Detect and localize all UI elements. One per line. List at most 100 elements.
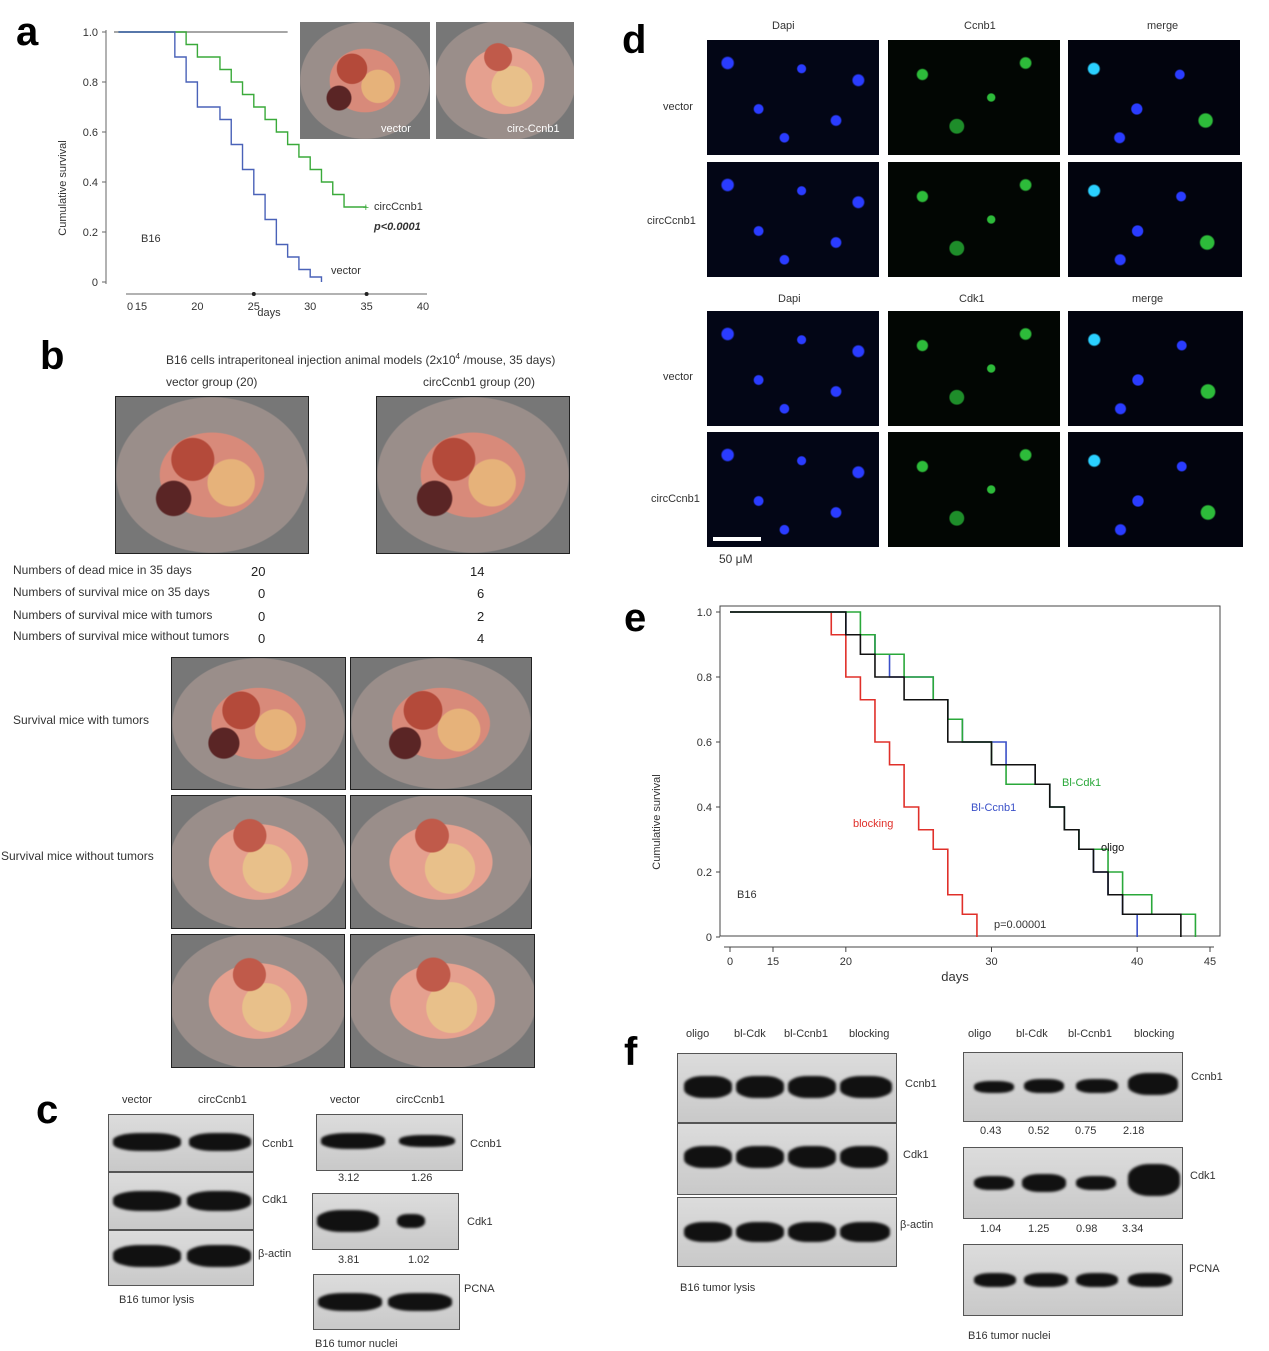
group-label-vector: vector group (20) (166, 375, 258, 389)
f-left-row-label: Ccnb1 (905, 1078, 937, 1090)
d-top-header: merge (1147, 20, 1179, 32)
c-left-caption: B16 tumor lysis (119, 1294, 195, 1306)
survival-line-vector (118, 31, 323, 282)
count-circ: 6 (477, 586, 485, 601)
chart-a-xtick-label: 15 (135, 301, 147, 313)
chart-a-ytick-label: 0.8 (83, 77, 98, 89)
micrograph-ccnb1 (888, 162, 1060, 277)
micrograph-dapi (707, 40, 879, 155)
chart-a-series-circ: circCcnb1 (374, 201, 423, 213)
chart-e-xlabel: days (941, 969, 969, 984)
chart-e-label-oligo: oligo (1101, 842, 1124, 854)
photo-without-tumors-1 (171, 795, 346, 929)
censor-mark: + (363, 202, 369, 214)
count-vector: 0 (258, 586, 266, 601)
chart-e-ytick-label: 0.6 (697, 737, 712, 749)
chart-a-series-vector: vector (331, 265, 361, 277)
photo-without-tumors-2 (350, 795, 532, 929)
f-right-row-label: PCNA (1189, 1263, 1220, 1275)
count-row-label: Numbers of survival mice without tumors (13, 629, 230, 643)
c-ccnb1-value: 1.26 (411, 1172, 433, 1184)
blot-c-left-actin (108, 1230, 254, 1286)
f-cdk1-value: 3.34 (1122, 1223, 1144, 1235)
blot-f-left-cdk1 (677, 1123, 897, 1195)
blot-c-right-ccnb1 (316, 1114, 463, 1171)
chart-a-xtick-label: 35 (360, 301, 372, 313)
micrograph-dapi (707, 311, 879, 426)
count-row-label: Numbers of dead mice in 35 days (13, 563, 192, 577)
c-right-header: circCcnb1 (396, 1094, 445, 1106)
photo-vector-with-tumors (171, 657, 346, 790)
chart-e-xtick-label: 15 (767, 956, 779, 968)
f-left-row-label: Cdk1 (903, 1149, 929, 1161)
f-left-header: oligo (686, 1028, 710, 1040)
f-right-header: oligo (968, 1028, 992, 1040)
chart-a-pvalue: p<0.0001 (373, 221, 421, 233)
blot-f-right-cdk1 (963, 1147, 1183, 1219)
f-left-caption: B16 tumor lysis (680, 1282, 756, 1294)
d-bottom-header: Dapi (778, 293, 801, 305)
f-right-caption: B16 tumor nuclei (968, 1330, 1051, 1342)
group-label-circ: circCcnb1 group (20) (423, 375, 536, 389)
panel-label-f: f (624, 1030, 638, 1074)
blot-f-right-pcna (963, 1244, 1183, 1316)
scale-bar (713, 537, 761, 541)
c-left-row-label: β-actin (258, 1248, 292, 1260)
chart-e-xtick-label: 40 (1131, 956, 1143, 968)
chart-e-pvalue: p=0.00001 (994, 919, 1046, 931)
c-cdk1-value: 3.81 (338, 1254, 360, 1266)
c-right-row-label: Ccnb1 (470, 1138, 502, 1150)
d-row-label: circCcnb1 (651, 493, 700, 505)
f-ccnb1-value: 0.75 (1075, 1125, 1097, 1137)
d-row-label: vector (663, 371, 693, 383)
photo-without-tumors-3 (171, 934, 345, 1068)
chart-e-xtick-label: 45 (1204, 956, 1216, 968)
d-row-label: circCcnb1 (647, 215, 696, 227)
micrograph-cdk1 (888, 311, 1060, 426)
count-circ: 14 (470, 564, 485, 579)
micrograph-merge (1068, 432, 1243, 547)
chart-a-xlabel: days (257, 307, 281, 319)
photo-circ-with-tumors (350, 657, 532, 790)
chart-e-xtick-label: 0 (727, 956, 733, 968)
chart-e-xtick-label: 20 (840, 956, 852, 968)
row-label-with-tumors: Survival mice with tumors (13, 713, 150, 727)
photo-circ-group (376, 396, 570, 554)
micrograph-merge (1068, 40, 1240, 155)
chart-e-ytick-label: 1.0 (697, 607, 712, 619)
chart-e-ytick-label: 0 (706, 932, 712, 944)
chart-a-ytick-label: 0.4 (83, 177, 98, 189)
c-cdk1-value: 1.02 (408, 1254, 430, 1266)
f-right-row-label: Cdk1 (1190, 1170, 1216, 1182)
panel-label-a: a (16, 10, 39, 54)
blot-c-right-cdk1 (312, 1193, 459, 1250)
c-right-caption: B16 tumor nuclei (315, 1338, 398, 1350)
micrograph-merge (1068, 162, 1242, 277)
c-left-header: vector (122, 1094, 152, 1106)
c-left-header: circCcnb1 (198, 1094, 247, 1106)
blot-f-right-ccnb1 (963, 1052, 1183, 1122)
panel-label-e: e (624, 596, 647, 640)
chart-e-ytick-label: 0.4 (697, 802, 712, 814)
panel-label-d: d (622, 18, 647, 62)
chart-a-xtick-mark (251, 292, 256, 296)
panel-label-c: c (36, 1088, 59, 1132)
chart-a-ytick-label: 0 (92, 277, 98, 289)
micrograph-dapi (707, 432, 879, 547)
survival-line-bl-ccnb1 (730, 611, 1138, 937)
chart-e-label-bl-ccnb1: Bl-Ccnb1 (971, 802, 1016, 814)
row-label-without-tumors: Survival mice without tumors (1, 849, 154, 863)
chart-a-xtick-label: 30 (304, 301, 316, 313)
count-circ: 4 (477, 631, 485, 646)
survival-line-oligo (730, 611, 1182, 937)
blot-c-left-ccnb1 (108, 1114, 254, 1172)
chart-e-ytick-label: 0.2 (697, 867, 712, 879)
chart-a-ylabel: Cumulative survival (57, 140, 69, 235)
micrograph-dapi (707, 162, 879, 277)
survival-line-blocking (730, 611, 978, 937)
f-left-row-label: β-actin (900, 1219, 934, 1231)
c-right-row-label: Cdk1 (467, 1216, 493, 1228)
f-right-header: bl-Cdk (1016, 1028, 1048, 1040)
chart-e-xtick-label: 30 (985, 956, 997, 968)
f-right-row-label: Ccnb1 (1191, 1071, 1223, 1083)
